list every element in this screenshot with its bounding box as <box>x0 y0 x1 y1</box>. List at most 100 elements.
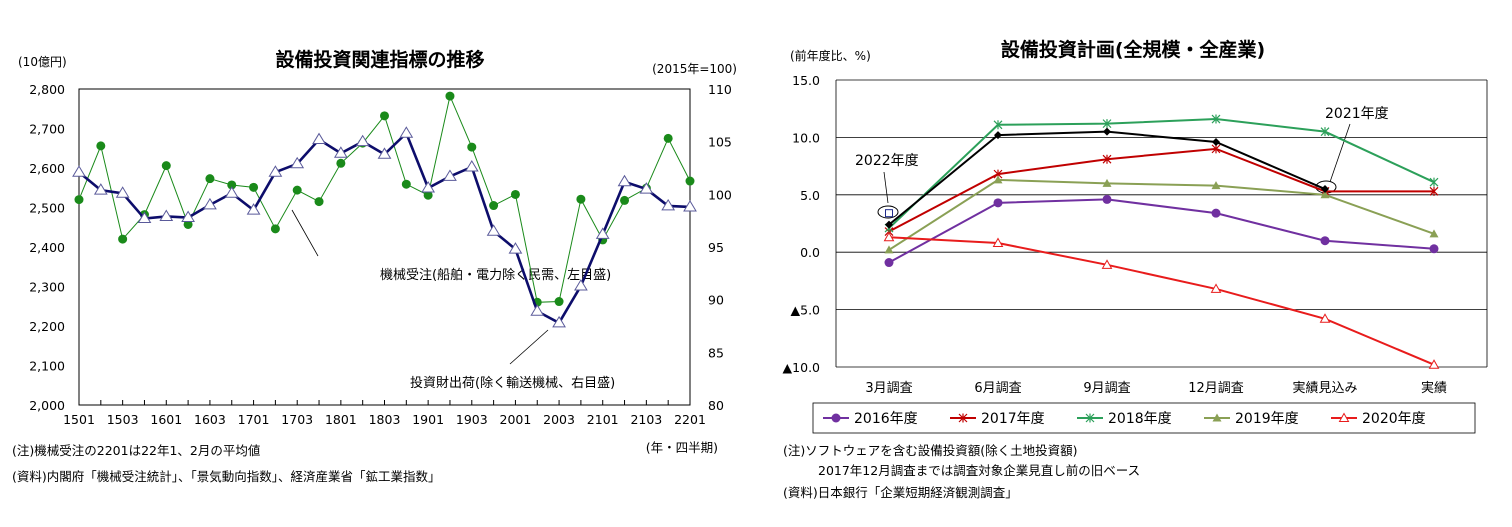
arrow-shipments <box>509 329 549 365</box>
data-point-0 <box>401 179 411 189</box>
category-label: 3月調査 <box>865 381 912 396</box>
category-label: 9月調査 <box>1083 381 1130 396</box>
x-tick-label: 1803 <box>369 412 401 427</box>
data-point <box>1320 127 1330 137</box>
data-point-1 <box>246 203 261 215</box>
x-tick-label: 1703 <box>281 412 313 427</box>
right-y-tick-label: 110 <box>708 82 732 97</box>
series-line-1 <box>78 130 691 325</box>
right-y-tick-label: ▲5.0 <box>791 303 821 318</box>
left-y-tick-label: 2,600 <box>29 161 65 176</box>
annotation-2022: 2022年度 <box>855 153 919 169</box>
right-y-tick-label: 15.0 <box>792 73 820 88</box>
x-tick-label: 2003 <box>543 412 575 427</box>
arrow-machinery <box>291 209 319 257</box>
legend-label: 2018年度 <box>1108 411 1172 427</box>
x-tick-label: 2001 <box>500 412 532 427</box>
data-point <box>883 231 895 242</box>
legend-label: 2017年度 <box>981 411 1045 427</box>
data-point-1 <box>683 200 697 212</box>
data-point-1 <box>464 159 479 172</box>
data-point <box>1102 154 1112 164</box>
legend-label: 2020年度 <box>1362 411 1426 427</box>
category-label: 12月調査 <box>1188 381 1244 396</box>
arrow-2022 <box>883 171 889 204</box>
data-point <box>1102 194 1112 204</box>
data-point <box>994 131 1002 140</box>
circle-2022 <box>877 205 899 219</box>
data-point-0 <box>314 197 324 207</box>
data-point-1 <box>268 165 283 177</box>
category-label: 実績見込み <box>1292 380 1357 396</box>
data-point-0 <box>423 190 433 200</box>
data-point-0 <box>118 234 128 244</box>
right-y-tick-label: ▲10.0 <box>783 360 820 375</box>
data-point <box>1102 119 1112 129</box>
legend-marker <box>831 413 841 423</box>
data-point-0 <box>467 142 477 152</box>
legend-label: 2019年度 <box>1235 411 1299 427</box>
right-y-tick-label: 100 <box>708 187 732 202</box>
category-label: 実績 <box>1421 380 1447 396</box>
right-y-tick-label: 0.0 <box>800 245 820 260</box>
legend-box <box>812 402 1476 434</box>
data-point-0 <box>685 176 695 186</box>
data-point-1 <box>72 165 86 177</box>
data-point-1 <box>595 227 610 239</box>
data-point <box>885 209 893 218</box>
right-y-tick-label: 90 <box>708 293 724 308</box>
data-point-1 <box>399 126 414 138</box>
data-point <box>884 245 894 254</box>
data-point-1 <box>661 198 676 211</box>
data-point <box>884 258 894 268</box>
data-point-0 <box>292 185 302 195</box>
x-tick-label: 1903 <box>456 412 488 427</box>
data-point <box>993 198 1003 208</box>
x-tick-label: 1901 <box>412 412 444 427</box>
data-point-0 <box>96 141 106 151</box>
x-tick-label: 2103 <box>630 412 662 427</box>
data-point-1 <box>530 304 545 316</box>
data-point-0 <box>489 201 499 211</box>
legend-label: 2016年度 <box>854 411 918 427</box>
data-point-0 <box>205 174 215 184</box>
data-point-1 <box>355 134 370 147</box>
data-point-1 <box>312 132 326 145</box>
data-point-1 <box>617 174 632 187</box>
x-tick-label: 2201 <box>674 412 706 427</box>
data-point <box>1319 313 1331 323</box>
legend-marker <box>958 413 968 423</box>
data-point-0 <box>576 194 586 204</box>
right-chart-title: 設備投資計画(全規模・全産業) <box>1001 38 1265 61</box>
data-point <box>992 237 1004 248</box>
right-y-tick-label: 85 <box>708 345 724 360</box>
data-point <box>1210 283 1222 293</box>
data-point-1 <box>290 156 305 169</box>
data-point <box>1320 236 1330 246</box>
legend-marker <box>1212 413 1222 422</box>
data-point-0 <box>445 91 455 101</box>
note-left-2: (資料)内閣府「機械受注統計」、「景気動向指数」、経済産業省「鉱工業指数」 <box>12 469 441 484</box>
data-point-1 <box>159 209 174 221</box>
data-point <box>1429 186 1439 196</box>
data-point-1 <box>333 146 348 158</box>
x-tick-label: 1503 <box>107 412 139 427</box>
data-point-1 <box>93 183 108 195</box>
data-point <box>1428 359 1440 369</box>
data-point-1 <box>137 211 152 224</box>
data-point-1 <box>377 147 392 159</box>
note-right-2: 2017年12月調査までは調査対象企業見直し前の旧ベース <box>818 463 1141 478</box>
data-point <box>1101 259 1113 269</box>
right-y-tick-label: 105 <box>708 135 732 150</box>
legend-marker <box>1085 413 1095 423</box>
data-point <box>1429 244 1439 254</box>
legend-marker <box>1338 412 1350 422</box>
annotation-2021: 2021年度 <box>1325 106 1389 122</box>
x-tick-label: 1501 <box>63 412 95 427</box>
x-tick-label: 1801 <box>325 412 357 427</box>
left-chart-title: 設備投資関連指標の推移 <box>275 48 484 71</box>
data-point-1 <box>508 242 523 254</box>
right-y-axis-label: (2015年=100) <box>652 62 737 76</box>
series-line-2019年度 <box>888 178 1435 251</box>
